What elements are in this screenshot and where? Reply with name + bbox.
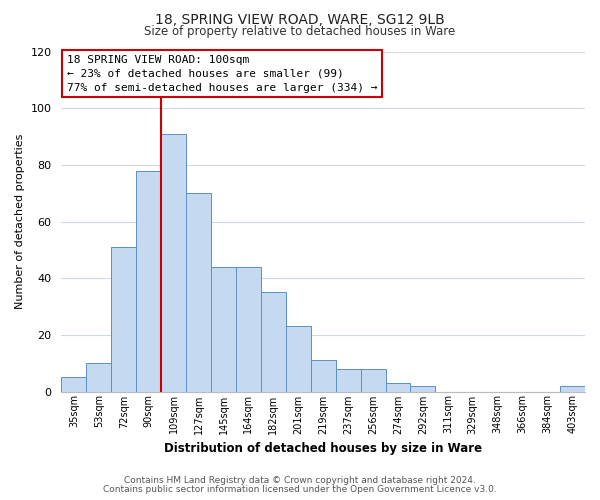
Bar (361, 369, 386, 392)
Text: Contains public sector information licensed under the Open Government Licence v3: Contains public sector information licen… (103, 484, 497, 494)
X-axis label: Distribution of detached houses by size in Ware: Distribution of detached houses by size … (164, 442, 482, 455)
Text: Size of property relative to detached houses in Ware: Size of property relative to detached ho… (145, 25, 455, 38)
Text: 18, SPRING VIEW ROAD, WARE, SG12 9LB: 18, SPRING VIEW ROAD, WARE, SG12 9LB (155, 12, 445, 26)
Text: Contains HM Land Registry data © Crown copyright and database right 2024.: Contains HM Land Registry data © Crown c… (124, 476, 476, 485)
Bar (86, 363, 111, 392)
Bar (410, 386, 436, 392)
Bar (560, 386, 585, 392)
Bar (261, 292, 286, 392)
Bar (186, 193, 211, 392)
Y-axis label: Number of detached properties: Number of detached properties (15, 134, 25, 309)
Bar (161, 134, 186, 392)
Bar (286, 326, 311, 392)
Bar (236, 267, 261, 392)
Bar (111, 247, 136, 392)
Bar (61, 378, 86, 392)
Bar (335, 369, 361, 392)
Bar (311, 360, 335, 392)
Bar (211, 267, 236, 392)
Text: 18 SPRING VIEW ROAD: 100sqm
← 23% of detached houses are smaller (99)
77% of sem: 18 SPRING VIEW ROAD: 100sqm ← 23% of det… (67, 55, 377, 93)
Bar (386, 383, 410, 392)
Bar (136, 170, 161, 392)
